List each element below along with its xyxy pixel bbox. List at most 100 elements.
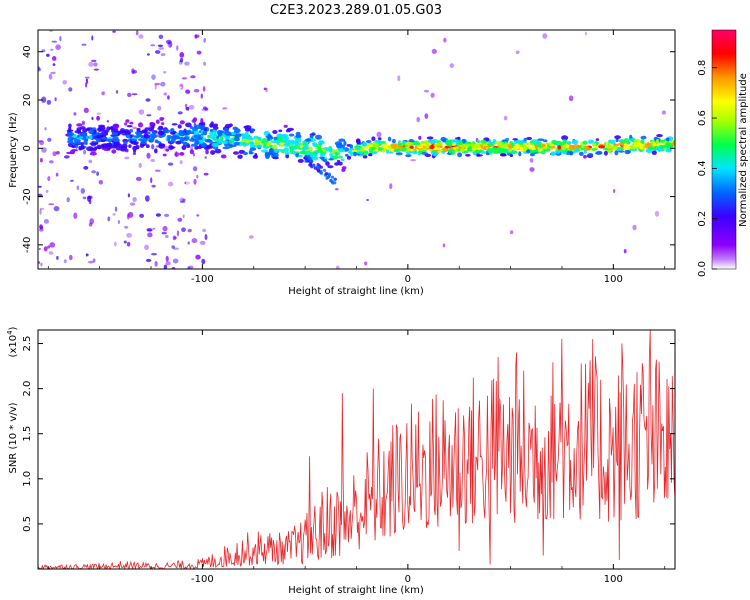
colorbar-tick-label: 0.4 bbox=[697, 160, 708, 176]
y-tick-label: 0 bbox=[22, 145, 33, 151]
heatmap-cell bbox=[568, 95, 574, 102]
heatmap-cell bbox=[91, 59, 97, 63]
heatmap-cell bbox=[151, 74, 156, 80]
heatmap-cell bbox=[93, 111, 99, 115]
heatmap-cell bbox=[143, 134, 151, 139]
heatmap-cell bbox=[194, 91, 198, 95]
heatmap-cell bbox=[248, 150, 252, 155]
heatmap-cell bbox=[588, 139, 594, 144]
heatmap-cell bbox=[56, 255, 59, 260]
colorbar-gradient bbox=[712, 30, 736, 269]
heatmap-cell bbox=[654, 210, 660, 217]
spectrogram-y-axis: -40 -20 0 20 40 bbox=[22, 45, 675, 253]
heatmap-cell bbox=[175, 253, 182, 258]
heatmap-cell bbox=[284, 151, 290, 155]
heatmap-cell bbox=[338, 138, 346, 142]
heatmap-cell bbox=[154, 82, 161, 86]
heatmap-cell bbox=[618, 150, 625, 153]
heatmap-cell bbox=[344, 94, 350, 97]
heatmap-cell bbox=[399, 144, 403, 149]
heatmap-cell bbox=[618, 245, 625, 247]
heatmap-cell bbox=[509, 154, 513, 158]
heatmap-cell bbox=[233, 151, 239, 155]
snr-x-axis: -100 0 100 bbox=[47, 330, 666, 585]
heatmap-cell bbox=[129, 121, 134, 125]
heatmap-cell bbox=[400, 146, 407, 152]
heatmap-cell bbox=[125, 134, 131, 139]
heatmap-cell bbox=[88, 222, 93, 227]
figure-title: C2E3.2023.289.01.05.G03 bbox=[270, 3, 442, 18]
heatmap-cell bbox=[386, 149, 389, 154]
heatmap-cell bbox=[317, 166, 321, 170]
heatmap-cell bbox=[115, 146, 123, 151]
heatmap-cell bbox=[88, 129, 94, 134]
heatmap-cell bbox=[195, 140, 200, 145]
heatmap-cell bbox=[193, 117, 197, 122]
heatmap-cell bbox=[389, 183, 393, 190]
heatmap-cell bbox=[507, 143, 512, 149]
heatmap-cell bbox=[39, 207, 45, 210]
heatmap-cell bbox=[588, 153, 594, 156]
heatmap-cell bbox=[283, 124, 288, 128]
heatmap-cell bbox=[51, 164, 58, 169]
colorbar-tick-label: 0.8 bbox=[697, 60, 708, 76]
heatmap-cell bbox=[180, 200, 186, 203]
heatmap-cell bbox=[38, 140, 43, 143]
heatmap-cell bbox=[207, 169, 213, 176]
heatmap-cell bbox=[486, 145, 492, 148]
heatmap-cell bbox=[165, 39, 172, 45]
heatmap-cell bbox=[380, 140, 386, 144]
heatmap-cell bbox=[188, 105, 195, 110]
heatmap-cell bbox=[181, 145, 187, 151]
heatmap-cell bbox=[252, 154, 259, 159]
heatmap-cell bbox=[581, 145, 585, 149]
heatmap-cell bbox=[204, 52, 208, 55]
heatmap-cell bbox=[121, 143, 128, 149]
heatmap-cell bbox=[442, 243, 446, 248]
heatmap-cell bbox=[494, 141, 503, 145]
heatmap-cell bbox=[192, 166, 198, 172]
snr-y-label: SNR (10 * v/v) bbox=[8, 402, 19, 473]
heatmap-cell bbox=[254, 140, 262, 144]
heatmap-cell bbox=[68, 123, 72, 129]
heatmap-cell bbox=[132, 70, 137, 74]
heatmap-cell bbox=[146, 228, 153, 232]
heatmap-cell bbox=[101, 130, 108, 133]
heatmap-cell bbox=[640, 138, 645, 145]
heatmap-cell bbox=[47, 228, 50, 234]
heatmap-cell bbox=[193, 88, 200, 93]
heatmap-cell bbox=[424, 153, 432, 157]
heatmap-cell bbox=[158, 47, 165, 50]
heatmap-cell bbox=[188, 102, 192, 107]
heatmap-cell bbox=[453, 138, 459, 143]
heatmap-cell bbox=[236, 133, 242, 136]
heatmap-cell bbox=[196, 214, 200, 217]
heatmap-cell bbox=[135, 176, 142, 181]
heatmap-cell bbox=[395, 152, 403, 156]
colorbar-tick-label: 0.6 bbox=[697, 110, 708, 126]
heatmap-cell bbox=[173, 213, 176, 220]
heatmap-cell bbox=[132, 145, 138, 151]
heatmap-cell bbox=[434, 222, 439, 228]
x-tick-label: -100 bbox=[191, 574, 214, 585]
heatmap-cell bbox=[656, 134, 663, 138]
heatmap-cell bbox=[513, 139, 518, 145]
heatmap-cell bbox=[49, 242, 56, 248]
heatmap-cell bbox=[214, 148, 222, 154]
heatmap-cell bbox=[170, 139, 176, 143]
heatmap-cell bbox=[97, 138, 101, 143]
heatmap-cell bbox=[52, 151, 57, 157]
heatmap-cell bbox=[187, 241, 190, 245]
heatmap-cell bbox=[377, 147, 383, 151]
heatmap-cell bbox=[222, 140, 229, 145]
heatmap-cell bbox=[55, 44, 61, 50]
heatmap-cell bbox=[71, 149, 79, 152]
heatmap-cell bbox=[336, 159, 341, 163]
heatmap-cell bbox=[492, 106, 496, 112]
heatmap-cell bbox=[79, 136, 84, 139]
heatmap-cell bbox=[155, 145, 159, 148]
heatmap-cell bbox=[148, 138, 153, 143]
heatmap-cell bbox=[542, 33, 548, 39]
heatmap-cell bbox=[448, 206, 455, 209]
heatmap-cell bbox=[54, 97, 57, 102]
